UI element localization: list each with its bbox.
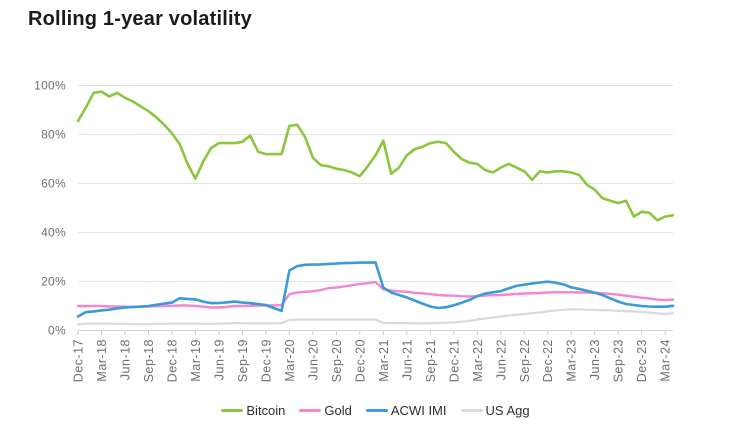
x-axis-tick-label: Dec-21: [447, 339, 461, 382]
x-axis-tick-label: Sep-21: [424, 339, 438, 382]
legend-item-gold[interactable]: Gold: [299, 402, 352, 418]
y-axis-tick-label: 80%: [41, 128, 66, 142]
x-axis-tick-label: Mar-21: [377, 339, 391, 382]
x-axis-tick-label: Dec-19: [259, 339, 273, 382]
legend-label-gold: Gold: [324, 402, 352, 418]
x-axis-tick-label: Sep-23: [612, 339, 626, 382]
x-axis-tick-label: Dec-23: [635, 339, 649, 382]
series-line-bitcoin: [76, 90, 675, 222]
legend-item-bitcoin[interactable]: Bitcoin: [221, 403, 285, 418]
x-axis-tick-label: Mar-22: [471, 339, 485, 382]
rolling-volatility-line-chart: 100% 80% 60% 40% 20% 0% Dec-17 Mar-18 Jun-18 Sep-…: [34, 79, 675, 382]
x-axis-tick-label: Jun-19: [212, 339, 226, 380]
x-axis-tick-label: Sep-19: [236, 339, 250, 382]
chart-title: Rolling 1-year volatility: [28, 8, 252, 30]
x-axis-tick-label: Sep-18: [142, 339, 156, 382]
x-axis-tick-label: Jun-20: [306, 339, 320, 380]
x-axis-tick-label: Mar-19: [189, 339, 203, 382]
legend-marker-acwi-imi-icon: [365, 408, 388, 412]
series-line-gold: [76, 280, 675, 309]
legend-label-bitcoin: Bitcoin: [246, 402, 286, 418]
legend-item-acwi-imi[interactable]: ACWI IMI: [365, 402, 447, 418]
x-axis-tick-label: Mar-18: [95, 339, 109, 382]
legend-marker-gold-icon: [299, 408, 322, 412]
x-axis-tick-label: Dec-20: [353, 339, 367, 382]
y-axis-tick-label: 0%: [48, 324, 66, 338]
legend-label-us-agg: US Agg: [485, 402, 530, 418]
legend-marker-bitcoin-icon: [221, 408, 244, 412]
x-axis-tick-label: Jun-23: [588, 339, 602, 380]
x-axis-tick-label: Mar-20: [283, 339, 297, 382]
x-axis-tick-label: Jun-18: [119, 339, 133, 380]
y-axis-tick-label: 40%: [41, 226, 66, 240]
series-line-us-agg: [76, 308, 675, 326]
x-axis-tick-label: Sep-22: [518, 339, 532, 382]
x-axis-tick-label: Mar-23: [565, 339, 579, 382]
series-line-acwi-imi: [76, 261, 675, 318]
y-axis-tick-label: 100%: [34, 79, 66, 93]
x-axis-tick-label: Jun-22: [494, 339, 508, 380]
y-axis-tick-label: 60%: [41, 177, 66, 191]
x-axis-tick-label: Dec-22: [541, 339, 555, 382]
legend-marker-us-agg-icon: [460, 408, 483, 412]
legend-item-us-agg[interactable]: US Agg: [460, 402, 530, 418]
x-axis-tick-label: Dec-17: [72, 339, 86, 382]
x-axis-tick-label: Sep-20: [330, 339, 344, 382]
chart-legend: Bitcoin Gold ACWI IMI US Agg: [78, 401, 673, 419]
legend-label-acwi-imi: ACWI IMI: [390, 402, 447, 418]
x-axis-tick-label: Mar-24: [659, 339, 673, 382]
y-axis-tick-label: 20%: [41, 275, 66, 289]
x-axis-tick-label: Dec-18: [165, 339, 179, 382]
x-axis-tick-label: Jun-21: [400, 339, 414, 380]
